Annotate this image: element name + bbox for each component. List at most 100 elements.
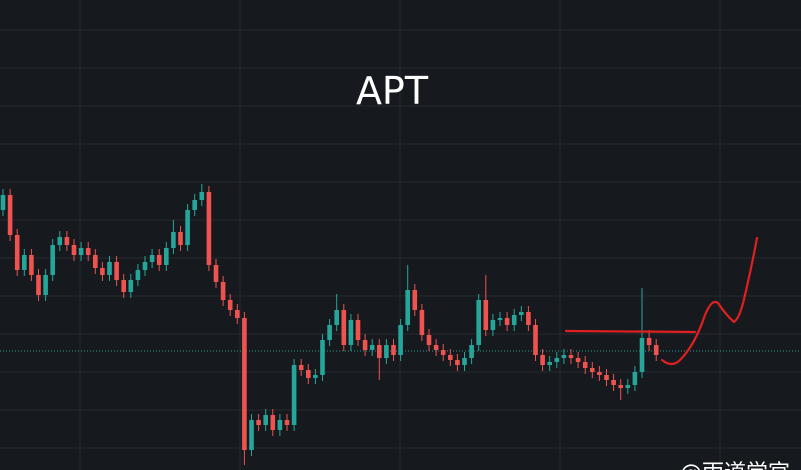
watermark: @雨道学官 [680,461,790,470]
candle-body [476,300,481,345]
candle-body [142,262,148,270]
candle-body [561,355,567,358]
candle-body [433,345,439,350]
candle-body [249,420,254,450]
candle-body [568,355,574,358]
candle-body [412,290,418,310]
candle-body [313,375,318,378]
candle-body [178,232,183,245]
candle-body [220,282,226,300]
candle-body [14,235,20,270]
candle-body [135,270,141,280]
candle-body [426,335,432,345]
candle-body [256,420,261,425]
candle-body [320,340,325,375]
candle-body [100,268,105,275]
candle-body [377,345,382,358]
candle-body [590,368,595,372]
candle-body [398,325,403,355]
candle-body [540,355,545,365]
candle-body [391,345,396,355]
candle-body [185,210,190,245]
candle-body [355,320,361,340]
candle-body [298,365,304,370]
candle-body [284,420,290,425]
candle-body [156,255,162,265]
candle-body [597,372,602,375]
annotation-line [564,329,697,334]
candle-body [462,358,467,365]
candle-body [483,300,489,330]
candle-body [632,372,638,385]
candle-body [618,385,623,388]
candle-body [362,340,368,350]
candle-body [653,345,659,355]
candle-body [128,280,134,292]
candle-body [43,275,48,295]
candle-body [36,275,41,295]
candle-body [448,355,453,360]
candle-body [71,245,77,255]
candle-body [263,415,268,425]
candle-body [554,358,560,362]
candle-body [93,255,98,268]
candle-body [369,345,375,350]
candle-body [604,375,609,380]
candle-body [327,325,332,340]
candle-body [334,310,339,325]
candle-body [206,192,212,265]
candle-body [149,255,155,262]
candle-body [213,265,219,282]
candle-body [611,380,616,385]
candle-body [547,362,552,365]
candle-body [192,200,197,210]
candle-body [419,310,425,335]
candle-body [171,232,176,248]
candle-body [107,262,112,275]
candle-body [114,262,119,280]
candle-body [277,420,283,430]
candle-body [22,255,27,270]
candle-body [0,195,6,210]
candle-body [306,370,311,378]
candle-body [526,312,531,325]
candle-body [64,237,70,245]
candle-body [533,325,538,355]
candle-body [469,345,474,358]
candle-body [440,350,446,355]
candle-body [384,345,389,358]
candle-body [497,318,503,320]
candle-body [519,312,524,315]
candle-body [511,315,517,325]
candle-body [291,365,297,425]
chart-title: APT [356,69,429,113]
candle-body [235,310,240,318]
candle-body [29,255,34,275]
candle-body [582,362,588,368]
candle-body [227,300,233,310]
candle-body [85,248,91,255]
candle-body [50,245,55,275]
candle-body [490,320,496,330]
candle-body [270,415,276,430]
candle-body [78,248,84,255]
candle-body [57,237,63,245]
candle-body [639,338,645,372]
candle-body [575,358,581,362]
candle-body [7,195,13,235]
candles [0,184,659,465]
candle-body [504,318,510,325]
candle-body [242,318,247,450]
candle-body [341,310,347,345]
candle-body [164,248,169,265]
candle-body [121,280,126,292]
candle-body [646,338,652,345]
candle-body [405,290,410,325]
candle-body [455,360,460,365]
annotation [564,236,759,366]
annotation-curve [660,236,759,366]
candle-body [348,320,354,345]
candle-body [199,192,205,200]
